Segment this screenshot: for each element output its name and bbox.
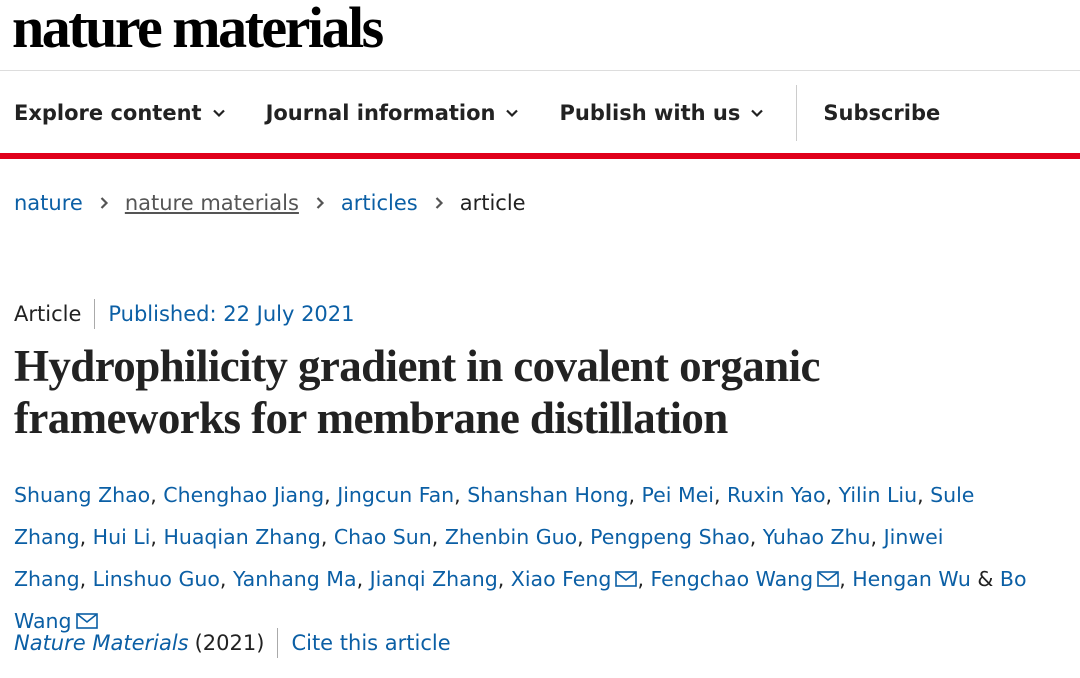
author-link[interactable]: Huaqian Zhang [163,525,321,549]
author-link[interactable]: Linshuo Guo [92,567,220,591]
breadcrumb-item[interactable]: nature materials [124,191,299,215]
cite-link[interactable]: Cite this article [291,631,451,655]
email-icon[interactable] [615,571,638,587]
author-separator: , [714,483,728,507]
author-separator: , [870,525,884,549]
author-link[interactable]: Pengpeng Shao [590,525,750,549]
article-type: Article [14,302,82,326]
author-link[interactable]: Jingcun Fan [337,483,455,507]
breadcrumb-item: article [459,191,526,215]
breadcrumb: nature nature materials articles article [14,191,526,215]
author-link[interactable]: Chao Sun [333,525,432,549]
author-link[interactable]: Ruxin Yao [727,483,826,507]
breadcrumb-separator [432,191,446,215]
author-separator: , [356,567,370,591]
divider [0,70,1080,71]
author-link[interactable]: Yilin Liu [838,483,918,507]
nav-label: Journal information [265,101,496,125]
author-separator: & [970,567,1000,591]
logo[interactable]: nature materials [12,0,384,60]
author-link[interactable]: Jinwei Zhang [14,525,944,591]
subscribe-link[interactable]: Subscribe [823,101,941,125]
article-meta: Article Published: 22 July 2021 [14,299,355,329]
author-separator: , [917,483,931,507]
author-separator: , [150,483,164,507]
author-link[interactable]: Xiao Feng [510,567,612,591]
author-link[interactable]: Chenghao Jiang [163,483,325,507]
email-icon[interactable] [817,571,839,587]
author-link[interactable]: Yuhao Zhu [762,525,871,549]
journal-name: Nature Materials [14,631,189,655]
nav-label: Publish with us [559,101,741,125]
author-separator: , [431,525,445,549]
author-separator: , [749,525,763,549]
author-separator: , [577,525,591,549]
nav-item[interactable]: Publish with us [559,101,764,125]
author-separator: , [628,483,642,507]
author-separator: , [79,525,93,549]
separator [94,299,96,329]
journal-line: Nature Materials (2021) Cite this articl… [14,628,451,658]
author-link[interactable]: Pei Mei [641,483,714,507]
chevron-icon [435,197,443,209]
author-separator: , [320,525,334,549]
chevron-icon [100,197,108,209]
chevron-icon [212,109,225,118]
author-separator: , [79,567,93,591]
separator [277,628,279,658]
nav: Explore content Journal information Publis… [14,85,980,141]
author-link[interactable]: Shanshan Hong [467,483,629,507]
author-link[interactable]: Fengchao Wang [650,567,814,591]
breadcrumb-item[interactable]: articles [340,191,418,215]
author-link[interactable]: Sule Zhang [14,483,975,549]
breadcrumb-separator [313,191,327,215]
chevron-icon [506,109,519,118]
nav-item[interactable]: Journal information [266,101,520,125]
published-date: Published: 22 July 2021 [108,302,355,326]
nav-separator [796,85,798,141]
author-separator: , [454,483,468,507]
author-separator: , [219,567,233,591]
breadcrumb-separator [97,191,111,215]
author-separator: , [150,525,164,549]
nav-underline [0,153,1080,159]
breadcrumb-item[interactable]: nature [14,191,83,215]
article-title: Hydrophilicity gradient in covalent orga… [14,341,820,443]
author-link[interactable]: Yanhang Ma [232,567,357,591]
author-separator: , [497,567,511,591]
journal-year: (2021) [194,631,265,655]
chevron-icon [751,109,764,118]
author-link[interactable]: Shuang Zhao [14,483,151,507]
author-separator: , [825,483,839,507]
author-separator: , [324,483,338,507]
author-separator: , [637,567,651,591]
author-link[interactable]: Jianqi Zhang [369,567,498,591]
author-separator: , [839,567,853,591]
author-link[interactable]: Hui Li [92,525,151,549]
chevron-icon [316,197,324,209]
author-link[interactable]: Hengan Wu [852,567,971,591]
author-link[interactable]: Bo Wang [14,567,1027,633]
author-list: Shuang Zhao, Chenghao Jiang, Jingcun Fan… [14,474,1080,642]
nav-label: Explore content [14,101,202,125]
author-link[interactable]: Zhenbin Guo [444,525,578,549]
email-icon[interactable] [75,613,98,629]
nav-item[interactable]: Explore content [14,101,226,125]
